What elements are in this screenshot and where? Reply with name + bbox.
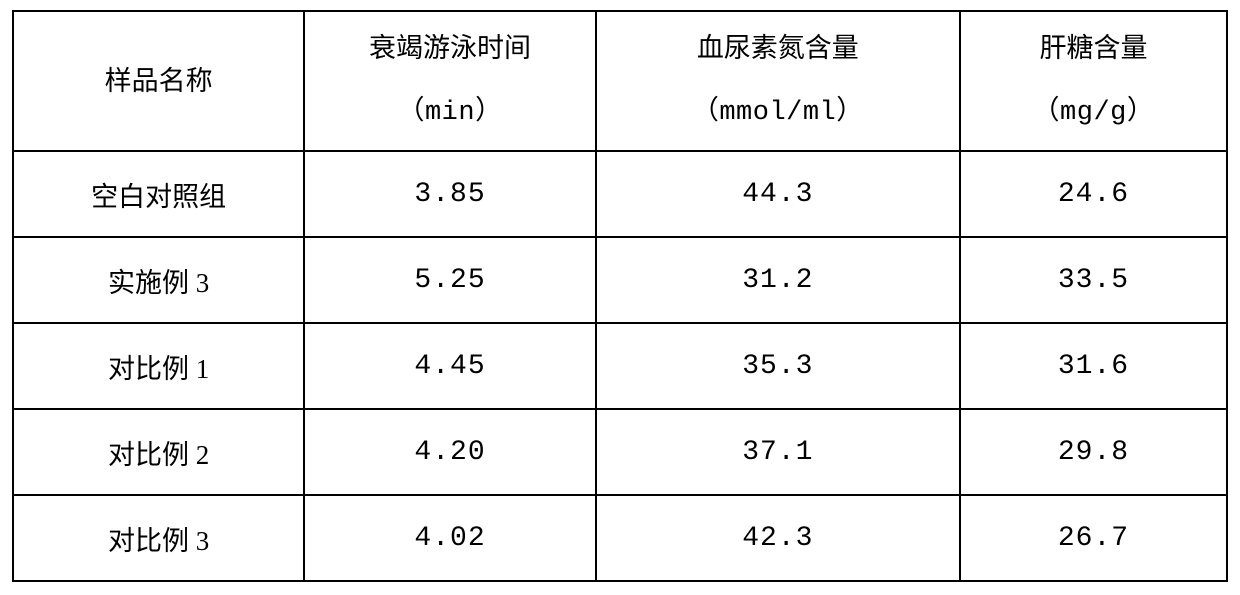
cell-sample-name: 空白对照组: [13, 151, 304, 237]
cell-sample-name: 实施例 3: [13, 237, 304, 323]
col-header-unit: （mg/g）: [962, 81, 1225, 146]
cell-bun: 37.1: [596, 409, 960, 495]
table-row: 对比例 3 4.02 42.3 26.7: [13, 495, 1227, 581]
cell-swim-time: 3.85: [304, 151, 595, 237]
cell-glycogen: 31.6: [960, 323, 1227, 409]
cell-sample-name: 对比例 1: [13, 323, 304, 409]
col-header-label: 肝糖含量: [962, 16, 1225, 81]
cell-glycogen: 33.5: [960, 237, 1227, 323]
col-header-sample-name: 样品名称: [13, 11, 304, 151]
cell-sample-name: 对比例 2: [13, 409, 304, 495]
col-header-bun: 血尿素氮含量 （mmol/ml）: [596, 11, 960, 151]
cell-swim-time: 4.20: [304, 409, 595, 495]
table-header-row: 样品名称 衰竭游泳时间 （min） 血尿素氮含量 （mmol/ml） 肝糖含量 …: [13, 11, 1227, 151]
table-row: 对比例 2 4.20 37.1 29.8: [13, 409, 1227, 495]
cell-sample-name: 对比例 3: [13, 495, 304, 581]
table-header: 样品名称 衰竭游泳时间 （min） 血尿素氮含量 （mmol/ml） 肝糖含量 …: [13, 11, 1227, 151]
table-row: 实施例 3 5.25 31.2 33.5: [13, 237, 1227, 323]
cell-glycogen: 26.7: [960, 495, 1227, 581]
cell-bun: 44.3: [596, 151, 960, 237]
table-body: 空白对照组 3.85 44.3 24.6 实施例 3 5.25 31.2 33.…: [13, 151, 1227, 581]
experiment-results-table: 样品名称 衰竭游泳时间 （min） 血尿素氮含量 （mmol/ml） 肝糖含量 …: [12, 10, 1228, 582]
col-header-swim-time: 衰竭游泳时间 （min）: [304, 11, 595, 151]
col-header-label: 衰竭游泳时间: [306, 16, 593, 81]
cell-bun: 31.2: [596, 237, 960, 323]
col-header-unit: （min）: [306, 81, 593, 146]
cell-swim-time: 4.45: [304, 323, 595, 409]
cell-bun: 42.3: [596, 495, 960, 581]
col-header-glycogen: 肝糖含量 （mg/g）: [960, 11, 1227, 151]
cell-swim-time: 4.02: [304, 495, 595, 581]
data-table-container: 样品名称 衰竭游泳时间 （min） 血尿素氮含量 （mmol/ml） 肝糖含量 …: [0, 0, 1240, 582]
table-row: 对比例 1 4.45 35.3 31.6: [13, 323, 1227, 409]
col-header-unit: （mmol/ml）: [598, 81, 958, 146]
cell-glycogen: 29.8: [960, 409, 1227, 495]
cell-swim-time: 5.25: [304, 237, 595, 323]
table-row: 空白对照组 3.85 44.3 24.6: [13, 151, 1227, 237]
col-header-label: 样品名称: [15, 49, 302, 114]
col-header-label: 血尿素氮含量: [598, 16, 958, 81]
cell-bun: 35.3: [596, 323, 960, 409]
cell-glycogen: 24.6: [960, 151, 1227, 237]
